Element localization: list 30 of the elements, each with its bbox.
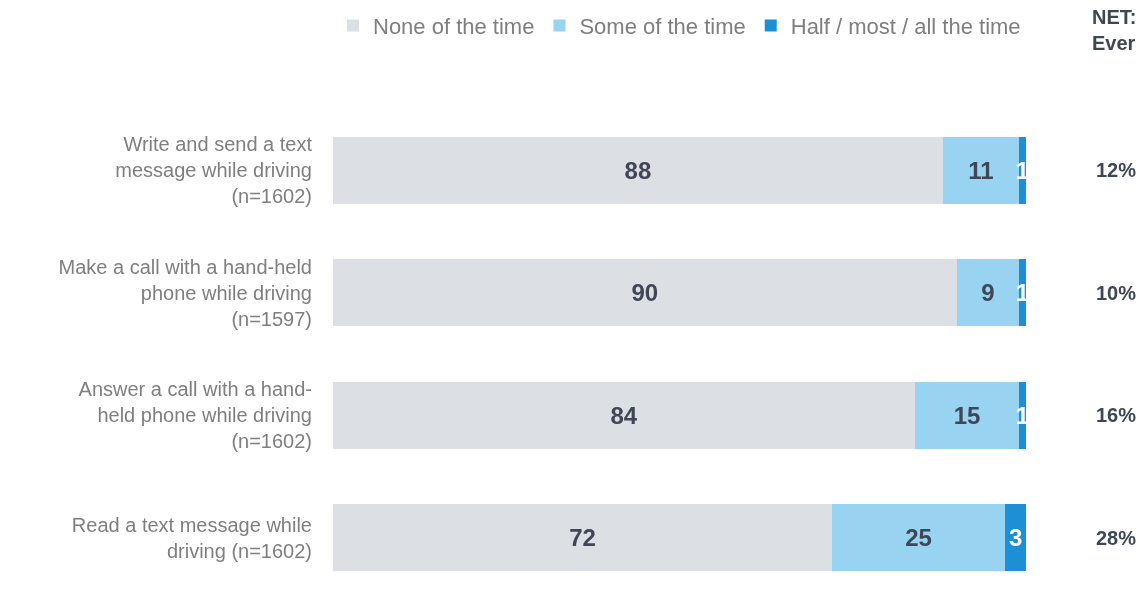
legend-label: Some of the time <box>579 14 746 40</box>
data-label: 1 <box>1015 156 1030 184</box>
data-label: 25 <box>905 524 932 552</box>
bar <box>333 381 916 449</box>
y-tick-label: Answer a call with a hand- held phone while driving (n=1602) <box>78 378 312 453</box>
data-label: 72 <box>569 524 596 552</box>
bar <box>333 136 943 204</box>
data-label: 88 <box>624 156 652 184</box>
legend-label: Half / most / all the time <box>790 14 1021 40</box>
bar <box>333 259 957 327</box>
data-label: 1 <box>1015 279 1030 307</box>
bar <box>1005 504 1026 572</box>
data-label: 3 <box>1008 524 1023 552</box>
text: NET: Ever <box>1092 6 1137 54</box>
legend-label: None of the time <box>373 14 535 40</box>
text: 12% <box>1096 159 1137 181</box>
data-label: 9 <box>981 279 995 307</box>
data-label: 1 <box>1015 401 1030 429</box>
data-label: 15 <box>953 401 981 429</box>
data-label: 11 <box>968 156 994 184</box>
text: 16% <box>1096 404 1137 426</box>
data-label: 84 <box>610 401 638 429</box>
y-tick-label: Make a call with a hand-held phone while driving (n=1597) <box>58 255 312 330</box>
data-label: 90 <box>631 279 659 307</box>
y-tick-label: Read a text message while driving (n=1602) <box>71 513 312 562</box>
text: 10% <box>1096 282 1137 304</box>
bar <box>333 504 832 572</box>
text: 28% <box>1096 527 1137 549</box>
y-tick-label: Write and send a text message while driving (n=1602) <box>115 133 313 208</box>
bar <box>831 504 1006 572</box>
